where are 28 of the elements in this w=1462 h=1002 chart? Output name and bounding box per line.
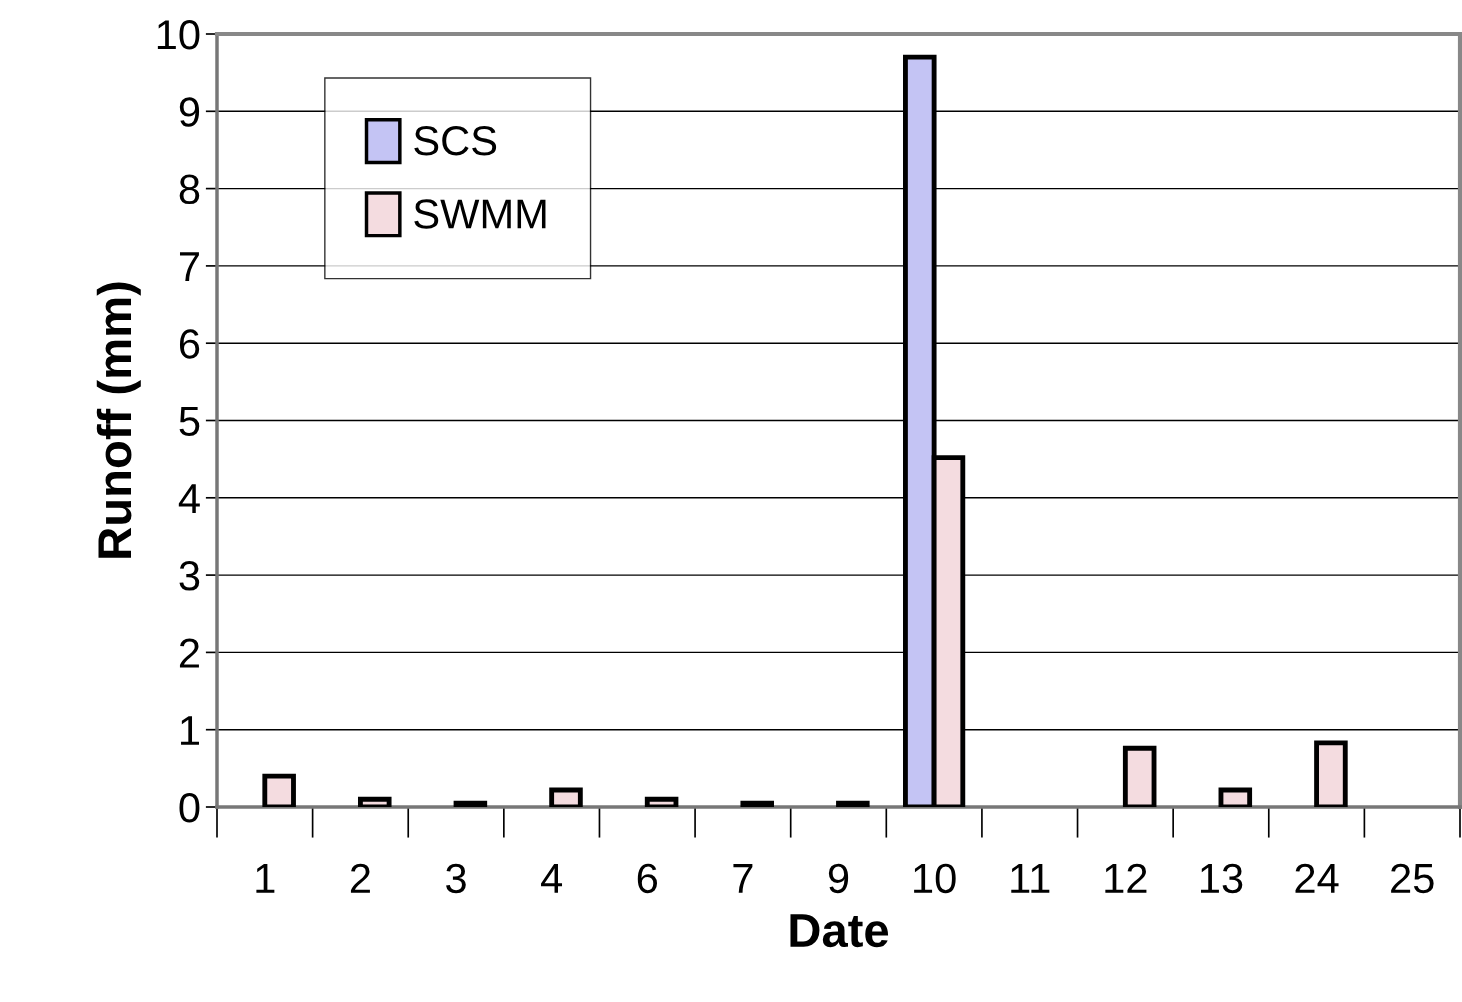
y-tick-label: 8 xyxy=(179,174,200,205)
x-tick-label: 3 xyxy=(446,863,466,894)
x-tick-label: 6 xyxy=(637,863,658,894)
x-tick-label: 2 xyxy=(350,863,370,893)
x-tick-label: 9 xyxy=(828,863,849,894)
y-tick-label: 5 xyxy=(179,406,200,437)
legend-label: SWMM xyxy=(414,199,546,229)
y-tick-label: 3 xyxy=(179,561,200,591)
y-axis-title: Runoff (mm) xyxy=(96,282,141,558)
x-tick-label: 13 xyxy=(1200,863,1243,894)
y-tick-label: 4 xyxy=(178,484,200,513)
x-tick-label: 25 xyxy=(1391,863,1434,894)
legend-label: SCS xyxy=(414,126,497,156)
y-tick-label: 10 xyxy=(157,20,200,50)
x-tick-label: 24 xyxy=(1295,863,1339,893)
y-tick-label: 6 xyxy=(179,329,200,359)
x-axis-title: Date xyxy=(790,914,889,948)
x-tick-label: 10 xyxy=(914,863,956,894)
x-tick-label: 4 xyxy=(541,864,563,893)
y-tick-label: 9 xyxy=(179,97,200,127)
x-tick-label: 7 xyxy=(733,864,753,893)
y-tick-label: 0 xyxy=(179,793,200,823)
y-tick-label: 2 xyxy=(179,638,199,668)
x-tick-label: 12 xyxy=(1105,863,1147,893)
x-tick-label: 1 xyxy=(256,864,275,893)
y-tick-label: 7 xyxy=(179,252,199,281)
x-tick-label: 11 xyxy=(1011,864,1050,893)
y-tick-label: 1 xyxy=(181,716,199,745)
